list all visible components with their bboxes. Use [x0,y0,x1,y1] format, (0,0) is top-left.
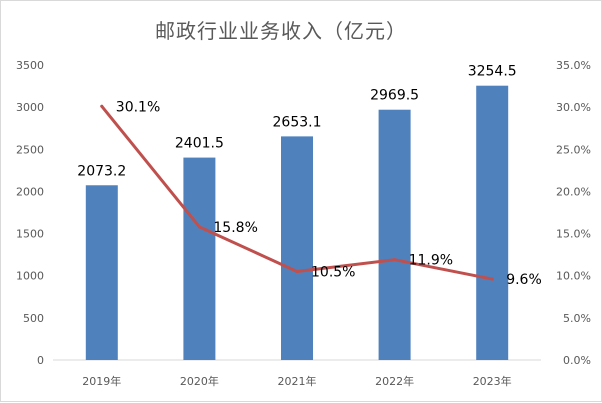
line-data-label: 9.6% [506,272,542,288]
line-point [490,277,494,281]
line-point [295,270,299,273]
y-right-tick-label: 30.0% [556,101,591,114]
bar [183,157,216,360]
bar-data-label: 2969.5 [370,88,419,104]
y-right-tick-label: 0.0% [563,354,591,367]
x-tick-label: 2020年 [180,374,219,388]
y-left-tick-label: 2000 [16,185,44,198]
bar-data-label: 2653.1 [273,114,322,130]
y-left-tick-label: 3500 [16,59,44,72]
x-tick-label: 2021年 [278,374,317,388]
y-left-tick-label: 2500 [16,143,44,156]
y-left-tick-label: 0 [37,354,44,367]
bar-data-label: 2073.2 [77,163,126,179]
bar-data-label: 2401.5 [175,136,224,152]
y-right-tick-label: 5.0% [563,312,591,325]
line-data-label: 10.5% [311,265,355,281]
line-point [197,225,201,229]
bar [476,85,509,361]
y-left-tick-label: 500 [23,312,44,325]
y-right-tick-label: 35.0% [556,59,591,72]
line-point [393,258,397,262]
y-left-tick-label: 3000 [16,101,44,114]
line-data-label: 11.9% [409,253,453,269]
y-left-tick-label: 1000 [16,270,44,283]
y-right-tick-label: 15.0% [556,228,591,241]
y-left-tick-label: 1500 [16,228,44,241]
line-data-label: 15.8% [213,220,257,236]
y-right-tick-label: 25.0% [556,143,591,156]
bar [85,185,118,360]
y-right-tick-label: 20.0% [556,185,591,198]
y-right-tick-label: 10.0% [556,270,591,283]
x-tick-label: 2022年 [375,374,414,388]
x-tick-label: 2023年 [473,374,512,388]
line-data-label: 30.1% [116,99,160,115]
bar-data-label: 3254.5 [468,64,517,80]
x-tick-label: 2019年 [82,374,121,388]
bar [281,136,313,360]
line-point [100,104,104,108]
bar [378,109,411,361]
chart-title: 邮政行业业务收入（亿元） [155,19,407,43]
